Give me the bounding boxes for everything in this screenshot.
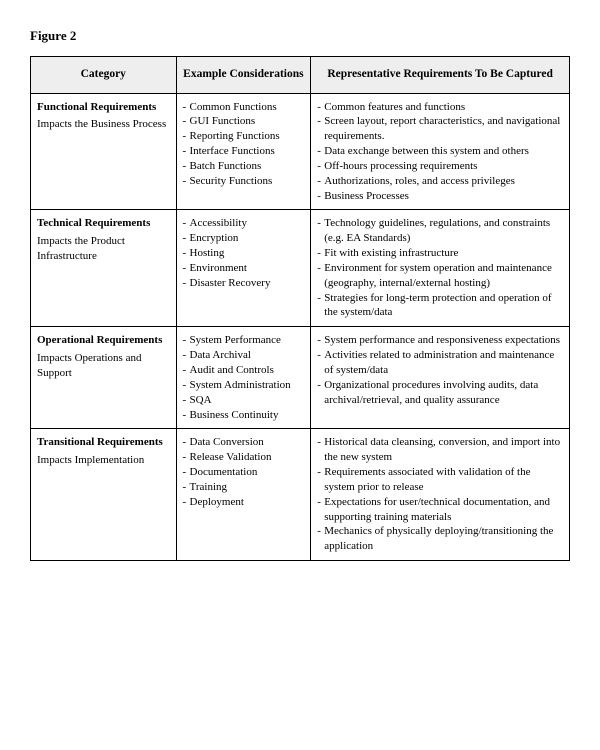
category-cell: Transitional Requirements Impacts Impleme…	[31, 429, 177, 561]
list-item: System performance and responsiveness ex…	[317, 333, 563, 348]
list-item: Reporting Functions	[183, 129, 305, 144]
list-item: Hosting	[183, 246, 305, 261]
list-item: SQA	[183, 393, 305, 408]
list-item: Organizational procedures involving audi…	[317, 378, 563, 408]
table-row: Technical Requirements Impacts the Produc…	[31, 210, 570, 327]
category-subtitle: Impacts the Product Infrastructure	[37, 234, 170, 264]
list-item: Accessibility	[183, 216, 305, 231]
requirements-list: Common features and functionsScreen layo…	[317, 100, 563, 204]
list-item: Screen layout, report characteristics, a…	[317, 114, 563, 144]
table-row: Transitional Requirements Impacts Impleme…	[31, 429, 570, 561]
requirements-list: Historical data cleansing, conversion, a…	[317, 435, 563, 554]
category-title: Transitional Requirements	[37, 435, 170, 450]
header-considerations: Example Considerations	[176, 57, 311, 94]
category-subtitle: Impacts Operations and Support	[37, 351, 170, 381]
list-item: Interface Functions	[183, 144, 305, 159]
list-item: Expectations for user/technical document…	[317, 495, 563, 525]
considerations-cell: System PerformanceData ArchivalAudit and…	[176, 327, 311, 429]
list-item: Training	[183, 480, 305, 495]
table-header-row: Category Example Considerations Represen…	[31, 57, 570, 94]
list-item: Disaster Recovery	[183, 276, 305, 291]
list-item: Business Continuity	[183, 408, 305, 423]
list-item: Technology guidelines, regulations, and …	[317, 216, 563, 246]
list-item: Authorizations, roles, and access privil…	[317, 174, 563, 189]
requirements-cell: Historical data cleansing, conversion, a…	[311, 429, 570, 561]
list-item: Mechanics of physically deploying/transi…	[317, 524, 563, 554]
list-item: GUI Functions	[183, 114, 305, 129]
list-item: Release Validation	[183, 450, 305, 465]
header-category: Category	[31, 57, 177, 94]
considerations-list: AccessibilityEncryptionHostingEnvironmen…	[183, 216, 305, 290]
considerations-list: Data ConversionRelease ValidationDocumen…	[183, 435, 305, 509]
list-item: Security Functions	[183, 174, 305, 189]
category-title: Operational Requirements	[37, 333, 170, 348]
requirements-list: Technology guidelines, regulations, and …	[317, 216, 563, 320]
figure-title: Figure 2	[30, 28, 570, 44]
list-item: Data exchange between this system and ot…	[317, 144, 563, 159]
list-item: Encryption	[183, 231, 305, 246]
requirements-table: Category Example Considerations Represen…	[30, 56, 570, 561]
table-row: Functional Requirements Impacts the Busin…	[31, 93, 570, 210]
list-item: Data Archival	[183, 348, 305, 363]
category-subtitle: Impacts Implementation	[37, 453, 170, 468]
header-requirements: Representative Requirements To Be Captur…	[311, 57, 570, 94]
list-item: Requirements associated with validation …	[317, 465, 563, 495]
list-item: Environment for system operation and mai…	[317, 261, 563, 291]
list-item: Documentation	[183, 465, 305, 480]
list-item: Historical data cleansing, conversion, a…	[317, 435, 563, 465]
list-item: Common Functions	[183, 100, 305, 115]
considerations-cell: Data ConversionRelease ValidationDocumen…	[176, 429, 311, 561]
list-item: System Performance	[183, 333, 305, 348]
list-item: Fit with existing infrastructure	[317, 246, 563, 261]
category-cell: Technical Requirements Impacts the Produc…	[31, 210, 177, 327]
list-item: Business Processes	[317, 189, 563, 204]
requirements-cell: Technology guidelines, regulations, and …	[311, 210, 570, 327]
category-title: Functional Requirements	[37, 100, 170, 115]
category-cell: Operational Requirements Impacts Operatio…	[31, 327, 177, 429]
list-item: Activities related to administration and…	[317, 348, 563, 378]
list-item: Data Conversion	[183, 435, 305, 450]
requirements-cell: System performance and responsiveness ex…	[311, 327, 570, 429]
list-item: Off-hours processing requirements	[317, 159, 563, 174]
list-item: Audit and Controls	[183, 363, 305, 378]
category-subtitle: Impacts the Business Process	[37, 117, 170, 132]
list-item: Deployment	[183, 495, 305, 510]
category-title: Technical Requirements	[37, 216, 170, 231]
requirements-list: System performance and responsiveness ex…	[317, 333, 563, 407]
requirements-cell: Common features and functionsScreen layo…	[311, 93, 570, 210]
considerations-list: Common FunctionsGUI FunctionsReporting F…	[183, 100, 305, 189]
list-item: Common features and functions	[317, 100, 563, 115]
considerations-cell: AccessibilityEncryptionHostingEnvironmen…	[176, 210, 311, 327]
list-item: Strategies for long-term protection and …	[317, 291, 563, 321]
table-row: Operational Requirements Impacts Operatio…	[31, 327, 570, 429]
list-item: Environment	[183, 261, 305, 276]
considerations-cell: Common FunctionsGUI FunctionsReporting F…	[176, 93, 311, 210]
considerations-list: System PerformanceData ArchivalAudit and…	[183, 333, 305, 422]
list-item: System Administration	[183, 378, 305, 393]
list-item: Batch Functions	[183, 159, 305, 174]
category-cell: Functional Requirements Impacts the Busin…	[31, 93, 177, 210]
